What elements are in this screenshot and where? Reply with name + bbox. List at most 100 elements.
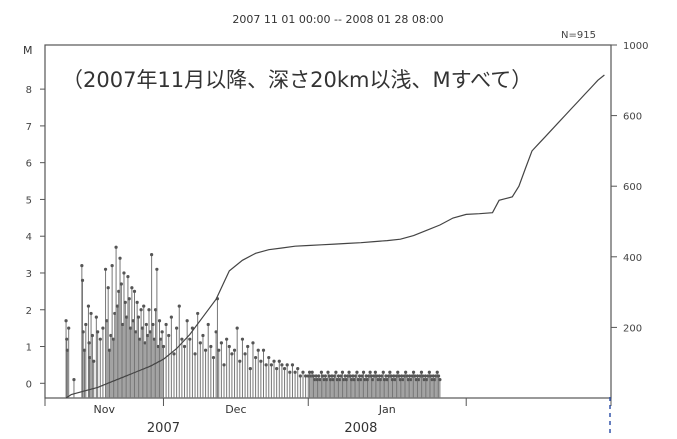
magnitude-point [285, 363, 289, 367]
magnitude-point [147, 308, 151, 312]
magnitude-point [326, 370, 330, 374]
magnitude-point [377, 374, 381, 378]
magnitude-point [409, 378, 413, 382]
magnitude-point [365, 378, 370, 382]
magnitude-point [342, 378, 346, 382]
magnitude-point [122, 271, 126, 275]
month-label: Jan [378, 403, 396, 416]
magnitude-point [109, 333, 113, 338]
left-tick-label: 4 [26, 232, 32, 243]
magnitude-point [331, 378, 335, 382]
magnitude-point [248, 366, 252, 371]
magnitude-point [105, 319, 109, 323]
magnitude-point [355, 370, 359, 374]
magnitude-point [405, 374, 409, 378]
magnitude-point [435, 370, 439, 374]
magnitude-point [386, 374, 391, 378]
magnitude-point [372, 374, 376, 378]
magnitude-point [143, 341, 147, 345]
magnitude-point [343, 374, 347, 378]
magnitude-point [304, 374, 308, 378]
month-label: Nov [93, 403, 115, 416]
magnitude-point [196, 311, 200, 316]
magnitude-point [123, 300, 127, 304]
left-tick-label: 3 [26, 269, 32, 280]
magnitude-point [157, 319, 162, 323]
magnitude-point [106, 286, 110, 290]
magnitude-point [117, 289, 121, 293]
magnitude-stems [64, 245, 442, 398]
chart-annotation: （2007年11月以降、深さ20km以浅、Mすべて） [62, 68, 532, 92]
magnitude-point [115, 304, 119, 308]
magnitude-point [217, 348, 221, 352]
magnitude-point [411, 370, 416, 374]
magnitude-point [65, 337, 69, 341]
magnitude-point [81, 330, 85, 334]
magnitude-point [371, 378, 375, 382]
magnitude-point [128, 326, 133, 330]
right-tick-label: 600 [623, 182, 642, 193]
magnitude-point [317, 374, 321, 378]
magnitude-point [230, 352, 234, 356]
magnitude-point [380, 374, 384, 378]
magnitude-point [155, 267, 159, 271]
magnitude-point [392, 374, 396, 378]
magnitude-point [198, 341, 202, 345]
left-tick-label: 5 [26, 195, 32, 206]
magnitude-point [235, 326, 239, 330]
magnitude-point [214, 330, 218, 334]
magnitude-point [431, 374, 435, 378]
magnitude-point [373, 370, 377, 374]
magnitude-point [246, 344, 250, 349]
magnitude-point [313, 378, 317, 382]
magnitude-point [180, 337, 184, 341]
magnitude-point [261, 348, 266, 352]
magnitude-point [88, 355, 92, 360]
magnitude-point [177, 304, 181, 308]
magnitude-point [325, 378, 329, 382]
magnitude-point [126, 275, 130, 279]
magnitude-point [338, 378, 342, 382]
magnitude-point [238, 359, 242, 363]
magnitude-point [188, 337, 192, 341]
magnitude-point [167, 333, 171, 338]
magnitude-point [376, 378, 380, 382]
magnitude-point [82, 348, 87, 352]
left-axis: 0 1 2 3 4 5 6 7 8 [26, 85, 45, 390]
left-tick-label: 8 [26, 85, 32, 96]
magnitude-point [322, 378, 326, 382]
magnitude-point [429, 374, 433, 378]
magnitude-point [351, 374, 355, 378]
magnitude-point [438, 378, 442, 382]
magnitude-point [306, 374, 310, 378]
magnitude-point [364, 374, 368, 378]
magnitude-point [156, 344, 160, 349]
magnitude-point [132, 289, 137, 293]
magnitude-point [64, 319, 68, 323]
year-label: 2008 [344, 421, 377, 436]
magnitude-point [329, 378, 333, 382]
magnitude-point [404, 370, 408, 374]
magnitude-point [427, 370, 431, 374]
magnitude-point [159, 337, 163, 341]
magnitude-point [360, 374, 364, 378]
left-tick-label: 1 [26, 343, 32, 354]
magnitude-point [318, 378, 322, 382]
magnitude-point [388, 370, 392, 374]
event-count: N=915 [561, 30, 596, 41]
magnitude-point [94, 315, 98, 319]
magnitude-point [272, 359, 276, 363]
magnitude-point [433, 378, 437, 382]
magnitude-point [390, 378, 395, 382]
magnitude-point [418, 374, 422, 378]
magnitude-point [254, 355, 258, 360]
magnitude-point [130, 286, 134, 290]
magnitude-point [280, 363, 284, 367]
magnitude-point [84, 322, 88, 327]
magnitude-point [298, 374, 302, 378]
magnitude-point [139, 308, 143, 312]
magnitude-point [142, 304, 146, 308]
magnitude-point [113, 311, 117, 316]
magnitude-point [307, 370, 312, 374]
year-label: 2007 [147, 421, 180, 436]
